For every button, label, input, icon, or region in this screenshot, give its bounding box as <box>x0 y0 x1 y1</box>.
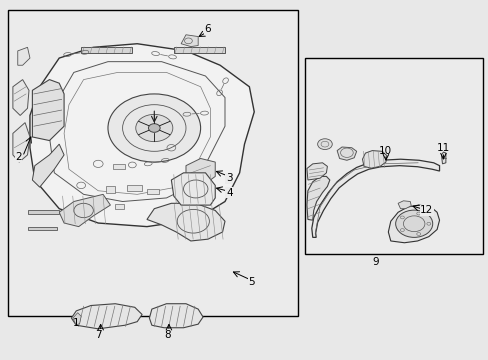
Circle shape <box>108 94 200 162</box>
Polygon shape <box>171 173 215 205</box>
Bar <box>113 164 125 169</box>
Bar <box>8 10 298 316</box>
Bar <box>27 211 59 214</box>
Text: 7: 7 <box>95 330 102 340</box>
Bar <box>305 58 483 253</box>
Text: 1: 1 <box>73 319 80 328</box>
Bar <box>115 204 124 209</box>
Polygon shape <box>181 35 198 46</box>
Polygon shape <box>59 194 110 226</box>
Text: 10: 10 <box>378 145 391 156</box>
Text: 6: 6 <box>204 24 211 35</box>
Text: 11: 11 <box>436 143 449 153</box>
Polygon shape <box>336 147 356 160</box>
Text: 12: 12 <box>419 206 432 216</box>
Bar <box>81 47 132 53</box>
Circle shape <box>136 114 172 141</box>
Polygon shape <box>13 123 30 162</box>
Text: 3: 3 <box>225 173 232 183</box>
Bar <box>173 47 224 53</box>
Bar <box>127 185 142 191</box>
Bar <box>147 189 159 194</box>
Bar <box>27 226 57 230</box>
Circle shape <box>395 210 432 237</box>
Polygon shape <box>306 163 327 180</box>
Text: 5: 5 <box>248 277 255 287</box>
Bar <box>105 186 115 193</box>
Text: 2: 2 <box>15 152 22 162</box>
Polygon shape <box>362 150 386 168</box>
Polygon shape <box>311 159 439 237</box>
Circle shape <box>317 139 331 149</box>
Polygon shape <box>306 176 329 220</box>
Polygon shape <box>147 203 224 241</box>
Polygon shape <box>32 144 64 187</box>
Polygon shape <box>18 47 30 65</box>
Polygon shape <box>149 304 203 328</box>
Polygon shape <box>30 44 254 226</box>
Circle shape <box>148 124 160 132</box>
Polygon shape <box>185 158 215 184</box>
Polygon shape <box>32 80 64 140</box>
Polygon shape <box>387 205 439 243</box>
Text: 4: 4 <box>225 188 232 198</box>
Polygon shape <box>441 152 445 164</box>
Text: 8: 8 <box>164 330 170 340</box>
Polygon shape <box>397 201 410 209</box>
Polygon shape <box>71 304 142 329</box>
Polygon shape <box>73 313 81 325</box>
Text: 9: 9 <box>372 257 379 267</box>
Polygon shape <box>13 80 29 116</box>
